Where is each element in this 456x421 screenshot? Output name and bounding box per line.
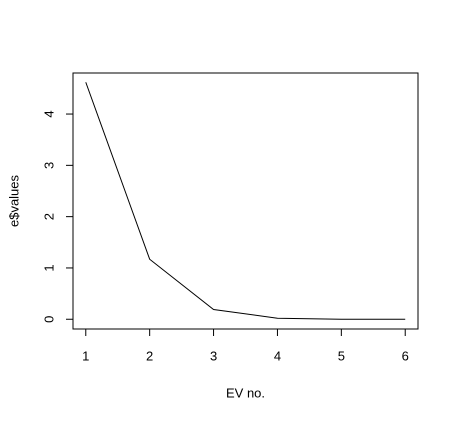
x-tick-label: 5 (338, 348, 345, 363)
y-tick-label: 3 (41, 162, 56, 169)
y-tick-label: 2 (41, 213, 56, 220)
data-line (85, 82, 406, 320)
y-tick-label: 0 (41, 316, 56, 323)
y-tick-label: 4 (41, 110, 56, 117)
plot-box (72, 72, 419, 330)
x-tick-label: 2 (146, 348, 153, 363)
y-axis-label: e$values (6, 174, 21, 227)
x-axis-label: EV no. (226, 385, 265, 400)
x-tick-label: 1 (82, 348, 89, 363)
y-tick-label: 1 (41, 264, 56, 271)
x-tick-label: 3 (210, 348, 217, 363)
x-tick-label: 4 (274, 348, 281, 363)
x-tick-label: 6 (402, 348, 409, 363)
